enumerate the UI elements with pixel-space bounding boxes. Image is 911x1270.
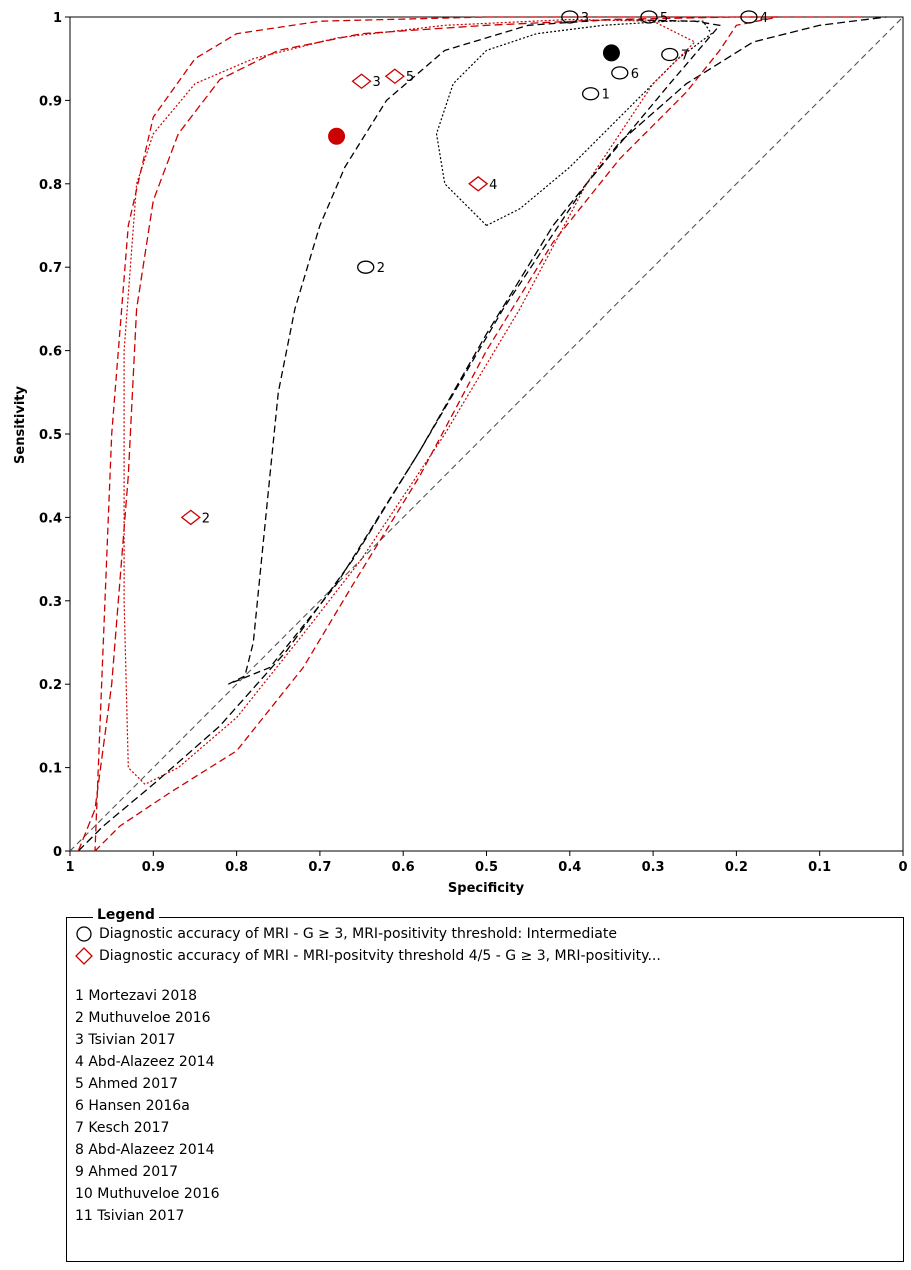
sroc-plot: 1 2 3 4 5 6 7 2 3 4 5 1 0.9 0.8 0.7 0.6 0.5 0.4 0.3 0.2 0.1… — [13, 10, 908, 896]
study-point-label: 5 — [406, 70, 414, 85]
summary-point-1 — [328, 127, 346, 145]
x-tick-label: 0.7 — [308, 860, 331, 875]
prediction-region-0 — [228, 18, 721, 685]
legend: Legend Diagnostic accuracy of MRI - G ≥ … — [66, 907, 904, 1262]
study-point-label: 5 — [660, 11, 668, 26]
study-point-circle — [611, 66, 629, 80]
study-list-item: 10 Muthuveloe 2016 — [75, 1186, 220, 1202]
study-point-label: 2 — [202, 511, 210, 526]
summary-point-0 — [602, 44, 620, 62]
y-tick-label: 0.6 — [39, 345, 62, 360]
chance-diagonal — [69, 16, 904, 852]
curves-layer — [77, 16, 887, 852]
x-tick-label: 0.5 — [475, 860, 498, 875]
study-list-item: 9 Ahmed 2017 — [75, 1164, 179, 1180]
study-list-item: 7 Kesch 2017 — [75, 1120, 170, 1136]
sroc-curve-0 — [77, 16, 887, 852]
study-list-item: 8 Abd-Alazeez 2014 — [75, 1142, 215, 1158]
x-axis-label: Specificity — [448, 881, 525, 896]
study-list-item: 1 Mortezavi 2018 — [75, 988, 198, 1004]
y-tick-label: 0.4 — [39, 511, 62, 526]
study-point-label: 4 — [760, 11, 768, 26]
y-tick-label: 1 — [53, 11, 62, 26]
study-point-diamond — [384, 68, 405, 85]
sroc-curve-1 — [77, 16, 862, 852]
legend-entry-mri-threshold-4-5: Diagnostic accuracy of MRI - MRI-positvi… — [75, 946, 661, 966]
study-list-item: 5 Ahmed 2017 — [75, 1076, 179, 1092]
legend-title: Legend — [93, 907, 159, 923]
study-point-circle — [357, 260, 375, 274]
points-layer: 1 2 3 4 5 6 7 2 3 4 5 — [180, 10, 768, 526]
confidence-region-0 — [435, 20, 713, 227]
plot-area — [69, 16, 904, 852]
study-point-circle — [640, 10, 658, 24]
y-tick-label: 0.1 — [39, 762, 62, 777]
legend-entry-label: Diagnostic accuracy of MRI - MRI-positvi… — [99, 948, 661, 964]
study-point-label: 7 — [681, 49, 689, 64]
study-list-item: 6 Hansen 2016a — [75, 1098, 190, 1114]
study-point-label: 1 — [602, 88, 610, 103]
x-tick-label: 0.3 — [642, 860, 665, 875]
study-point-circle — [561, 10, 579, 24]
ticks-layer: 1 0.9 0.8 0.7 0.6 0.5 0.4 0.3 0.2 0.1 0 0 0.1 0.2 0.3 0… — [39, 11, 908, 875]
x-tick-label: 0.9 — [142, 860, 165, 875]
y-tick-label: 0 — [53, 845, 62, 860]
x-tick-label: 0.1 — [808, 860, 831, 875]
diamond-icon — [75, 947, 93, 965]
study-list-item: 2 Muthuveloe 2016 — [75, 1010, 211, 1026]
x-tick-label: 0.2 — [725, 860, 748, 875]
x-tick-label: 0.6 — [392, 860, 415, 875]
x-tick-label: 1 — [65, 860, 74, 875]
study-point-label: 3 — [581, 11, 589, 26]
y-axis-label: Sensitivity — [13, 386, 28, 464]
x-tick-label: 0 — [898, 860, 907, 875]
study-point-diamond — [351, 73, 372, 90]
circle-icon — [76, 926, 92, 942]
x-tick-label: 0.8 — [225, 860, 248, 875]
study-list-item: 4 Abd-Alazeez 2014 — [75, 1054, 215, 1070]
y-tick-label: 0.5 — [39, 428, 62, 443]
y-tick-label: 0.3 — [39, 595, 62, 610]
study-point-circle — [661, 47, 679, 62]
study-point-label: 6 — [631, 67, 639, 82]
y-tick-label: 0.8 — [39, 178, 62, 193]
confidence-region-1 — [123, 18, 696, 785]
y-tick-label: 0.7 — [39, 261, 62, 276]
study-point-circle — [581, 87, 600, 101]
study-point-diamond — [468, 175, 489, 192]
study-point-diamond — [180, 509, 201, 526]
y-tick-label: 0.2 — [39, 678, 62, 693]
x-tick-label: 0.4 — [558, 860, 581, 875]
prediction-region-1 — [94, 16, 779, 852]
study-point-label: 4 — [489, 178, 497, 193]
study-list-item: 3 Tsivian 2017 — [75, 1032, 176, 1048]
study-list-item: 11 Tsivian 2017 — [75, 1208, 185, 1224]
legend-entry-mri-intermediate: Diagnostic accuracy of MRI - G ≥ 3, MRI-… — [75, 924, 617, 944]
y-tick-label: 0.9 — [39, 94, 62, 109]
legend-entry-label: Diagnostic accuracy of MRI - G ≥ 3, MRI-… — [99, 926, 617, 942]
study-point-label: 2 — [377, 261, 385, 276]
study-point-label: 3 — [373, 75, 381, 90]
study-point-circle — [740, 10, 758, 24]
